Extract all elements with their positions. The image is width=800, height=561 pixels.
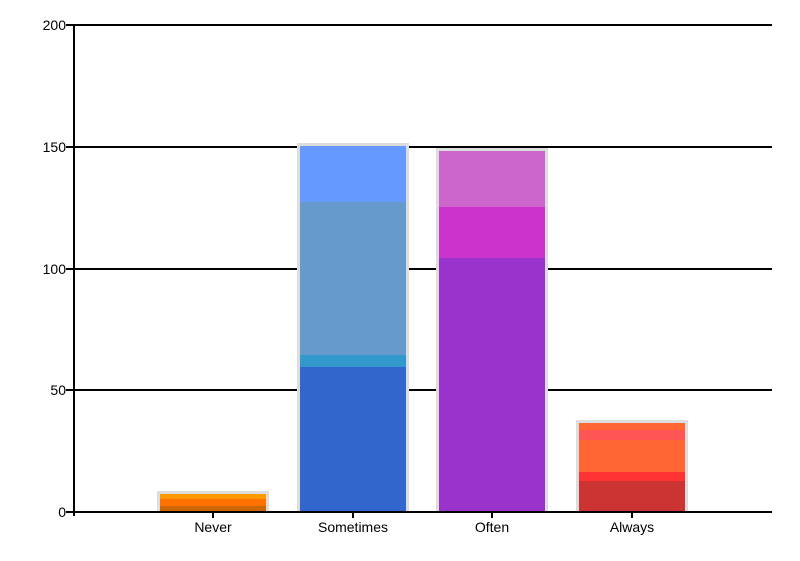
y-tick-label-50: 50 [50, 382, 66, 398]
gridline-50 [73, 389, 772, 391]
bar-segment-sometimes-3 [300, 201, 406, 356]
category-label-never: Never [194, 519, 232, 535]
y-tick-label-100: 100 [42, 261, 66, 277]
bar-segment-always-3 [579, 440, 685, 472]
x-tick-mark-always [631, 513, 633, 518]
bar-segment-always-5 [579, 423, 685, 431]
gridline-150 [73, 146, 772, 148]
y-axis-line [73, 24, 75, 516]
bar-segment-sometimes-1 [300, 367, 406, 511]
bar-segment-always-4 [579, 430, 685, 441]
y-tick-mark-200 [66, 24, 73, 26]
bar-often [436, 148, 548, 511]
x-tick-mark-sometimes [352, 513, 354, 518]
bar-always [576, 420, 688, 511]
bar-segment-often-3 [439, 151, 545, 207]
y-tick-mark-0 [66, 511, 73, 513]
bar-segment-often-2 [439, 206, 545, 259]
y-tick-mark-150 [66, 146, 73, 148]
gridline-100 [73, 268, 772, 270]
y-tick-label-0: 0 [58, 504, 66, 520]
category-label-often: Often [474, 519, 510, 535]
category-label-always: Always [609, 519, 655, 535]
bar-segment-sometimes-4 [300, 146, 406, 202]
x-tick-mark-never [212, 513, 214, 518]
bar-never [157, 491, 269, 512]
bar-segment-always-2 [579, 471, 685, 482]
y-tick-label-200: 200 [42, 17, 66, 33]
y-tick-mark-50 [66, 389, 73, 391]
bar-segment-never-1 [160, 506, 266, 512]
bar-segment-always-1 [579, 481, 685, 511]
x-tick-mark-often [491, 513, 493, 518]
bar-sometimes [297, 143, 409, 511]
bar-segment-often-1 [439, 258, 545, 511]
bar-segment-never-2 [160, 498, 266, 507]
gridline-200 [73, 24, 772, 26]
category-label-sometimes: Sometimes [317, 519, 389, 535]
bar-segment-never-3 [160, 494, 266, 499]
y-tick-label-150: 150 [42, 139, 66, 155]
y-tick-mark-100 [66, 268, 73, 270]
bar-segment-sometimes-2 [300, 355, 406, 368]
x-axis-line [73, 511, 772, 513]
